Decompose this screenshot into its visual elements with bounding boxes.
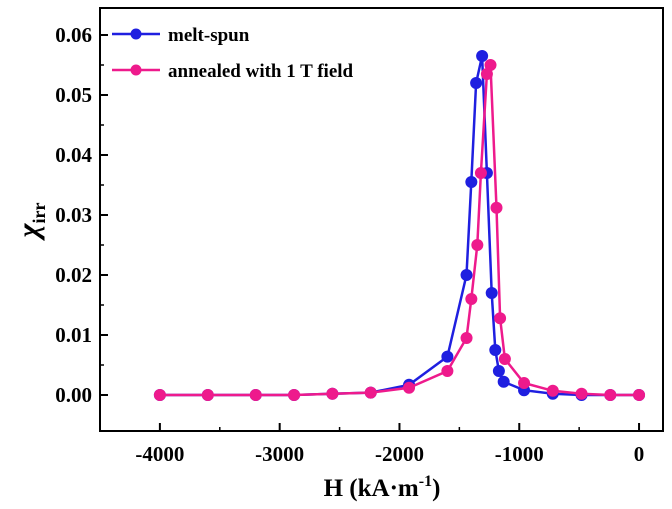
series-line bbox=[159, 55, 639, 397]
data-point bbox=[476, 50, 489, 62]
legend-marker bbox=[130, 64, 142, 76]
data-point bbox=[518, 377, 531, 389]
data-point bbox=[460, 332, 473, 344]
y-tick-label: 0.05 bbox=[55, 83, 92, 107]
x-tick-label: -2000 bbox=[375, 442, 424, 466]
y-tick-label: 0.04 bbox=[55, 143, 92, 167]
y-tick-label: 0.03 bbox=[55, 203, 92, 227]
data-point bbox=[153, 389, 166, 401]
data-point bbox=[604, 389, 617, 401]
data-point bbox=[441, 365, 454, 377]
data-point bbox=[484, 59, 497, 71]
data-point bbox=[465, 293, 478, 305]
data-point bbox=[633, 389, 646, 401]
y-tick-label: 0.00 bbox=[55, 383, 92, 407]
data-point bbox=[494, 312, 507, 325]
data-point bbox=[364, 386, 377, 399]
y-tick-label: 0.02 bbox=[55, 263, 92, 287]
data-point bbox=[497, 375, 510, 388]
data-point bbox=[441, 350, 454, 363]
x-tick-label: -4000 bbox=[135, 442, 184, 466]
data-point bbox=[470, 77, 483, 89]
data-point bbox=[498, 353, 511, 365]
legend: melt-spun annealed with 1 T field bbox=[112, 25, 354, 82]
data-point bbox=[201, 389, 214, 401]
legend-label: melt-spun bbox=[168, 25, 250, 46]
data-point bbox=[489, 344, 502, 356]
series-1 bbox=[153, 59, 646, 401]
data-point bbox=[546, 384, 559, 397]
data-point bbox=[460, 269, 473, 281]
series-layer bbox=[153, 50, 646, 401]
axes: -4000 -3000 -2000 -1000 0 0.00 0.01 0.02 0.03 0.0… bbox=[12, 7, 664, 502]
x-tick-label: 0 bbox=[634, 442, 645, 466]
x-axis-title: H (kA·m-1) bbox=[324, 473, 441, 502]
data-point bbox=[465, 176, 478, 188]
series-line bbox=[159, 64, 639, 397]
series-0 bbox=[153, 50, 646, 401]
legend-label: annealed with 1 T field bbox=[168, 61, 354, 82]
x-tick-label: -1000 bbox=[495, 442, 544, 466]
data-point bbox=[249, 389, 262, 401]
data-point bbox=[288, 389, 301, 401]
plot-frame bbox=[99, 7, 664, 432]
data-point bbox=[471, 239, 484, 251]
y-tick-label: 0.01 bbox=[55, 323, 92, 347]
data-point bbox=[490, 201, 503, 214]
data-point bbox=[492, 365, 505, 377]
x-tick-label: -3000 bbox=[255, 442, 304, 466]
data-point bbox=[474, 167, 487, 179]
legend-marker bbox=[130, 28, 142, 40]
data-point bbox=[575, 387, 588, 400]
data-point bbox=[485, 287, 498, 299]
data-point bbox=[326, 387, 339, 400]
y-axis-title: χirr bbox=[12, 203, 49, 242]
data-point bbox=[403, 381, 416, 394]
y-tick-label: 0.06 bbox=[55, 23, 92, 47]
